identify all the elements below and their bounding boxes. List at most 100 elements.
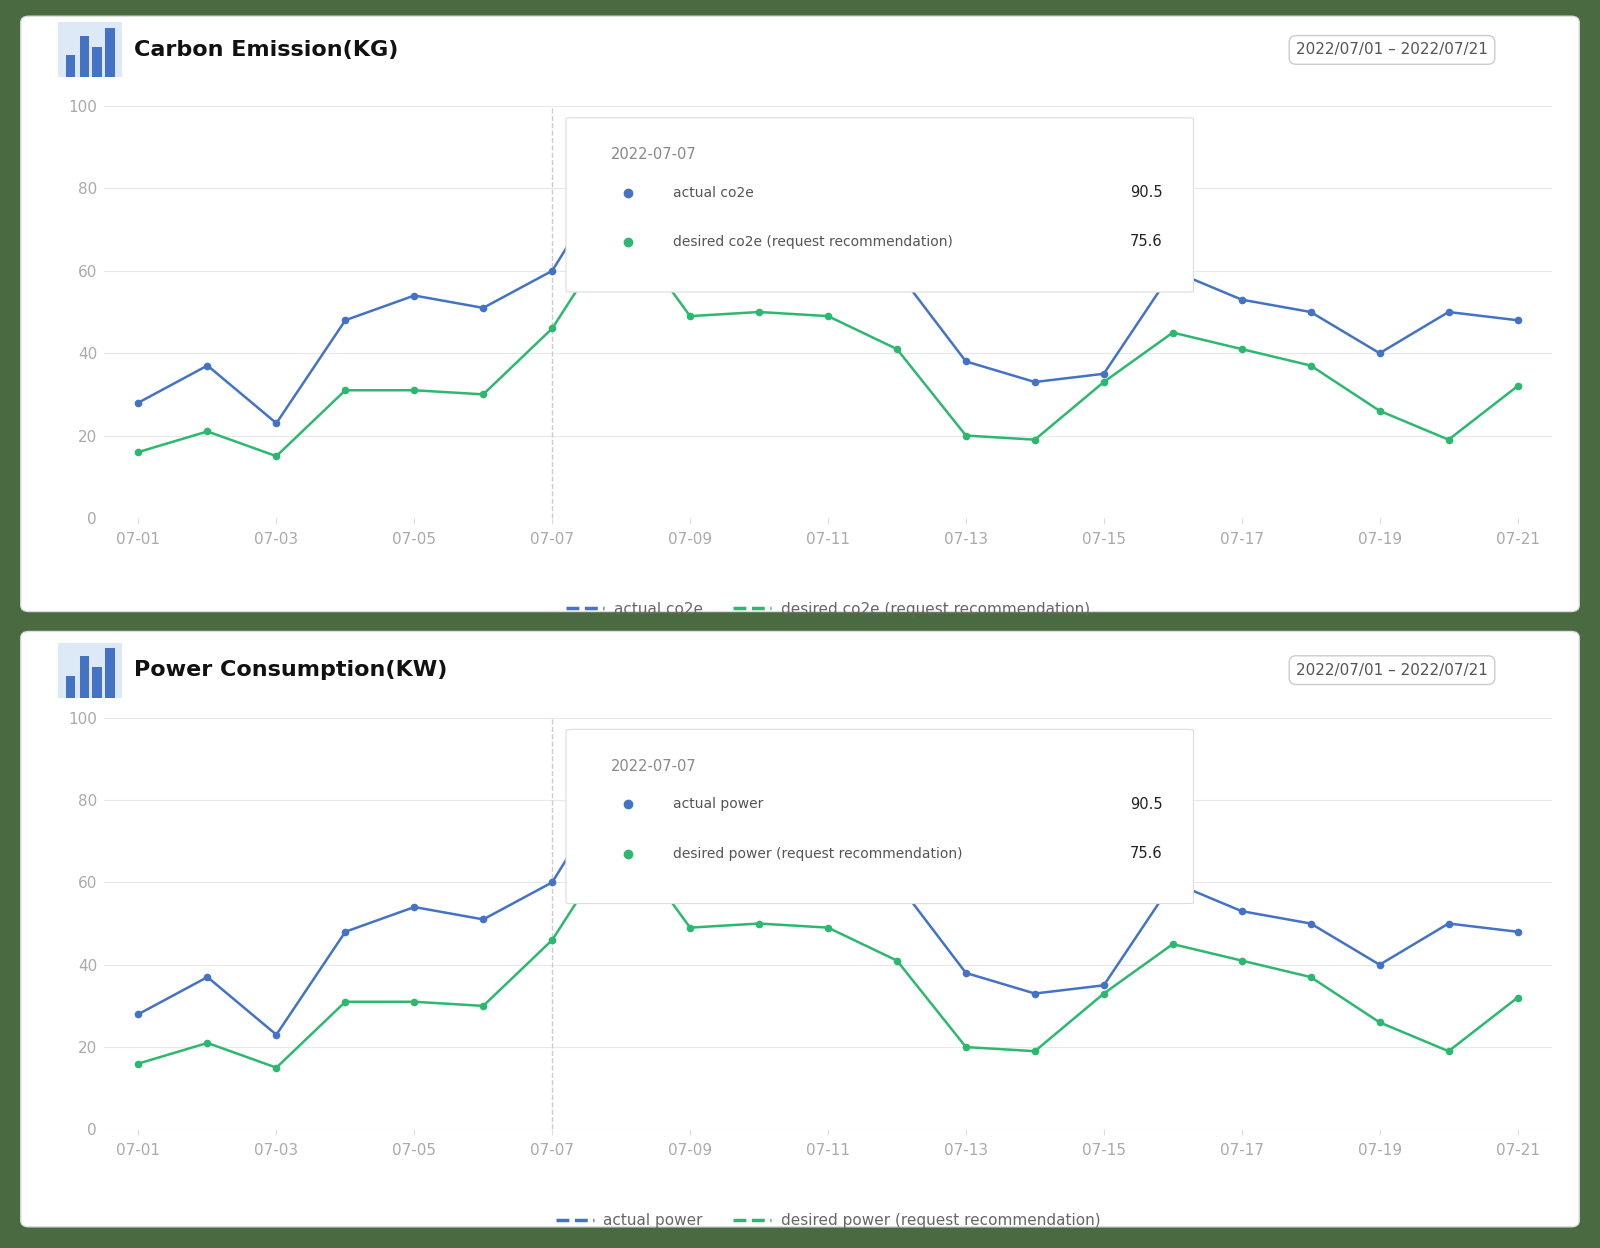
FancyBboxPatch shape	[566, 729, 1194, 904]
Legend: actual co2e, desired co2e (request recommendation): actual co2e, desired co2e (request recom…	[560, 595, 1096, 623]
desired co2e (request recommendation)	[818, 308, 838, 323]
Text: actual power: actual power	[674, 797, 763, 811]
actual co2e	[611, 152, 630, 167]
Line: desired co2e (request recommendation): desired co2e (request recommendation)	[134, 217, 1522, 461]
Bar	[66, 55, 75, 77]
actual power	[130, 1007, 149, 1022]
desired co2e (request recommendation)	[474, 387, 493, 402]
actual co2e	[1163, 263, 1182, 278]
actual power	[1301, 916, 1320, 931]
desired power (request recommendation)	[1026, 1043, 1045, 1058]
Bar	[80, 656, 90, 698]
Text: desired co2e (request recommendation): desired co2e (request recommendation)	[674, 235, 952, 250]
Line: actual power: actual power	[134, 734, 1522, 1038]
desired power (request recommendation)	[818, 920, 838, 935]
Text: 2022-07-07: 2022-07-07	[611, 147, 696, 162]
actual power	[957, 966, 976, 981]
desired co2e (request recommendation)	[611, 213, 630, 228]
Text: desired power (request recommendation): desired power (request recommendation)	[674, 846, 962, 861]
desired co2e (request recommendation)	[130, 444, 149, 459]
actual power	[611, 764, 630, 779]
actual co2e	[680, 152, 699, 167]
Line: actual co2e: actual co2e	[134, 122, 1522, 427]
Line: desired power (request recommendation): desired power (request recommendation)	[134, 829, 1522, 1072]
desired power (request recommendation)	[749, 916, 768, 931]
actual power	[542, 875, 562, 890]
actual power	[680, 764, 699, 779]
Text: 2022/07/01 – 2022/07/21: 2022/07/01 – 2022/07/21	[1296, 42, 1488, 57]
desired co2e (request recommendation)	[749, 305, 768, 319]
actual power	[1370, 957, 1389, 972]
desired co2e (request recommendation)	[1370, 403, 1389, 418]
desired power (request recommendation)	[957, 1040, 976, 1055]
Text: 2022-07-07: 2022-07-07	[611, 759, 696, 774]
FancyBboxPatch shape	[566, 117, 1194, 292]
desired power (request recommendation)	[1094, 986, 1114, 1001]
desired power (request recommendation)	[1438, 1043, 1458, 1058]
Text: actual co2e: actual co2e	[674, 186, 754, 200]
actual co2e	[267, 416, 286, 431]
actual power	[267, 1027, 286, 1042]
actual co2e	[130, 396, 149, 411]
desired power (request recommendation)	[888, 953, 907, 968]
actual power	[1438, 916, 1458, 931]
desired co2e (request recommendation)	[1438, 432, 1458, 447]
Bar	[93, 47, 102, 77]
actual co2e	[198, 358, 218, 373]
actual power	[198, 970, 218, 985]
desired power (request recommendation)	[542, 932, 562, 947]
desired co2e (request recommendation)	[1507, 378, 1526, 393]
actual co2e	[1507, 313, 1526, 328]
actual power	[336, 925, 355, 940]
actual co2e	[1094, 367, 1114, 382]
actual co2e	[1370, 346, 1389, 361]
desired co2e (request recommendation)	[1163, 324, 1182, 339]
actual co2e	[888, 263, 907, 278]
actual power	[1232, 904, 1251, 919]
desired co2e (request recommendation)	[267, 449, 286, 464]
actual co2e	[1232, 292, 1251, 307]
actual co2e	[1301, 305, 1320, 319]
Text: 2022/07/01 – 2022/07/21: 2022/07/01 – 2022/07/21	[1296, 663, 1488, 678]
Bar	[66, 675, 75, 698]
Text: 90.5: 90.5	[1130, 796, 1163, 811]
actual power	[1094, 978, 1114, 993]
actual power	[1163, 875, 1182, 890]
desired power (request recommendation)	[267, 1060, 286, 1075]
desired power (request recommendation)	[130, 1056, 149, 1071]
desired power (request recommendation)	[474, 998, 493, 1013]
actual co2e	[957, 354, 976, 369]
Text: Power Consumption(KW): Power Consumption(KW)	[134, 660, 448, 680]
desired co2e (request recommendation)	[1026, 432, 1045, 447]
actual co2e	[542, 263, 562, 278]
actual power	[474, 912, 493, 927]
actual power	[888, 875, 907, 890]
actual power	[1026, 986, 1045, 1001]
Bar	[93, 668, 102, 698]
desired power (request recommendation)	[1370, 1015, 1389, 1030]
actual power	[818, 751, 838, 766]
desired co2e (request recommendation)	[1301, 358, 1320, 373]
desired co2e (request recommendation)	[1094, 374, 1114, 389]
Text: 75.6: 75.6	[1130, 846, 1163, 861]
actual power	[405, 900, 424, 915]
actual co2e	[1438, 305, 1458, 319]
desired power (request recommendation)	[336, 995, 355, 1010]
desired power (request recommendation)	[1507, 990, 1526, 1005]
desired co2e (request recommendation)	[1232, 342, 1251, 357]
desired co2e (request recommendation)	[198, 424, 218, 439]
desired co2e (request recommendation)	[888, 342, 907, 357]
desired co2e (request recommendation)	[405, 383, 424, 398]
desired power (request recommendation)	[405, 995, 424, 1010]
desired co2e (request recommendation)	[542, 321, 562, 336]
actual power	[749, 730, 768, 745]
desired co2e (request recommendation)	[957, 428, 976, 443]
Bar	[106, 27, 115, 77]
actual co2e	[474, 301, 493, 316]
Legend: actual power, desired power (request recommendation): actual power, desired power (request rec…	[550, 1207, 1106, 1234]
Bar	[106, 648, 115, 698]
actual power	[1507, 925, 1526, 940]
actual co2e	[818, 140, 838, 155]
desired power (request recommendation)	[198, 1036, 218, 1051]
Text: 75.6: 75.6	[1130, 235, 1163, 250]
